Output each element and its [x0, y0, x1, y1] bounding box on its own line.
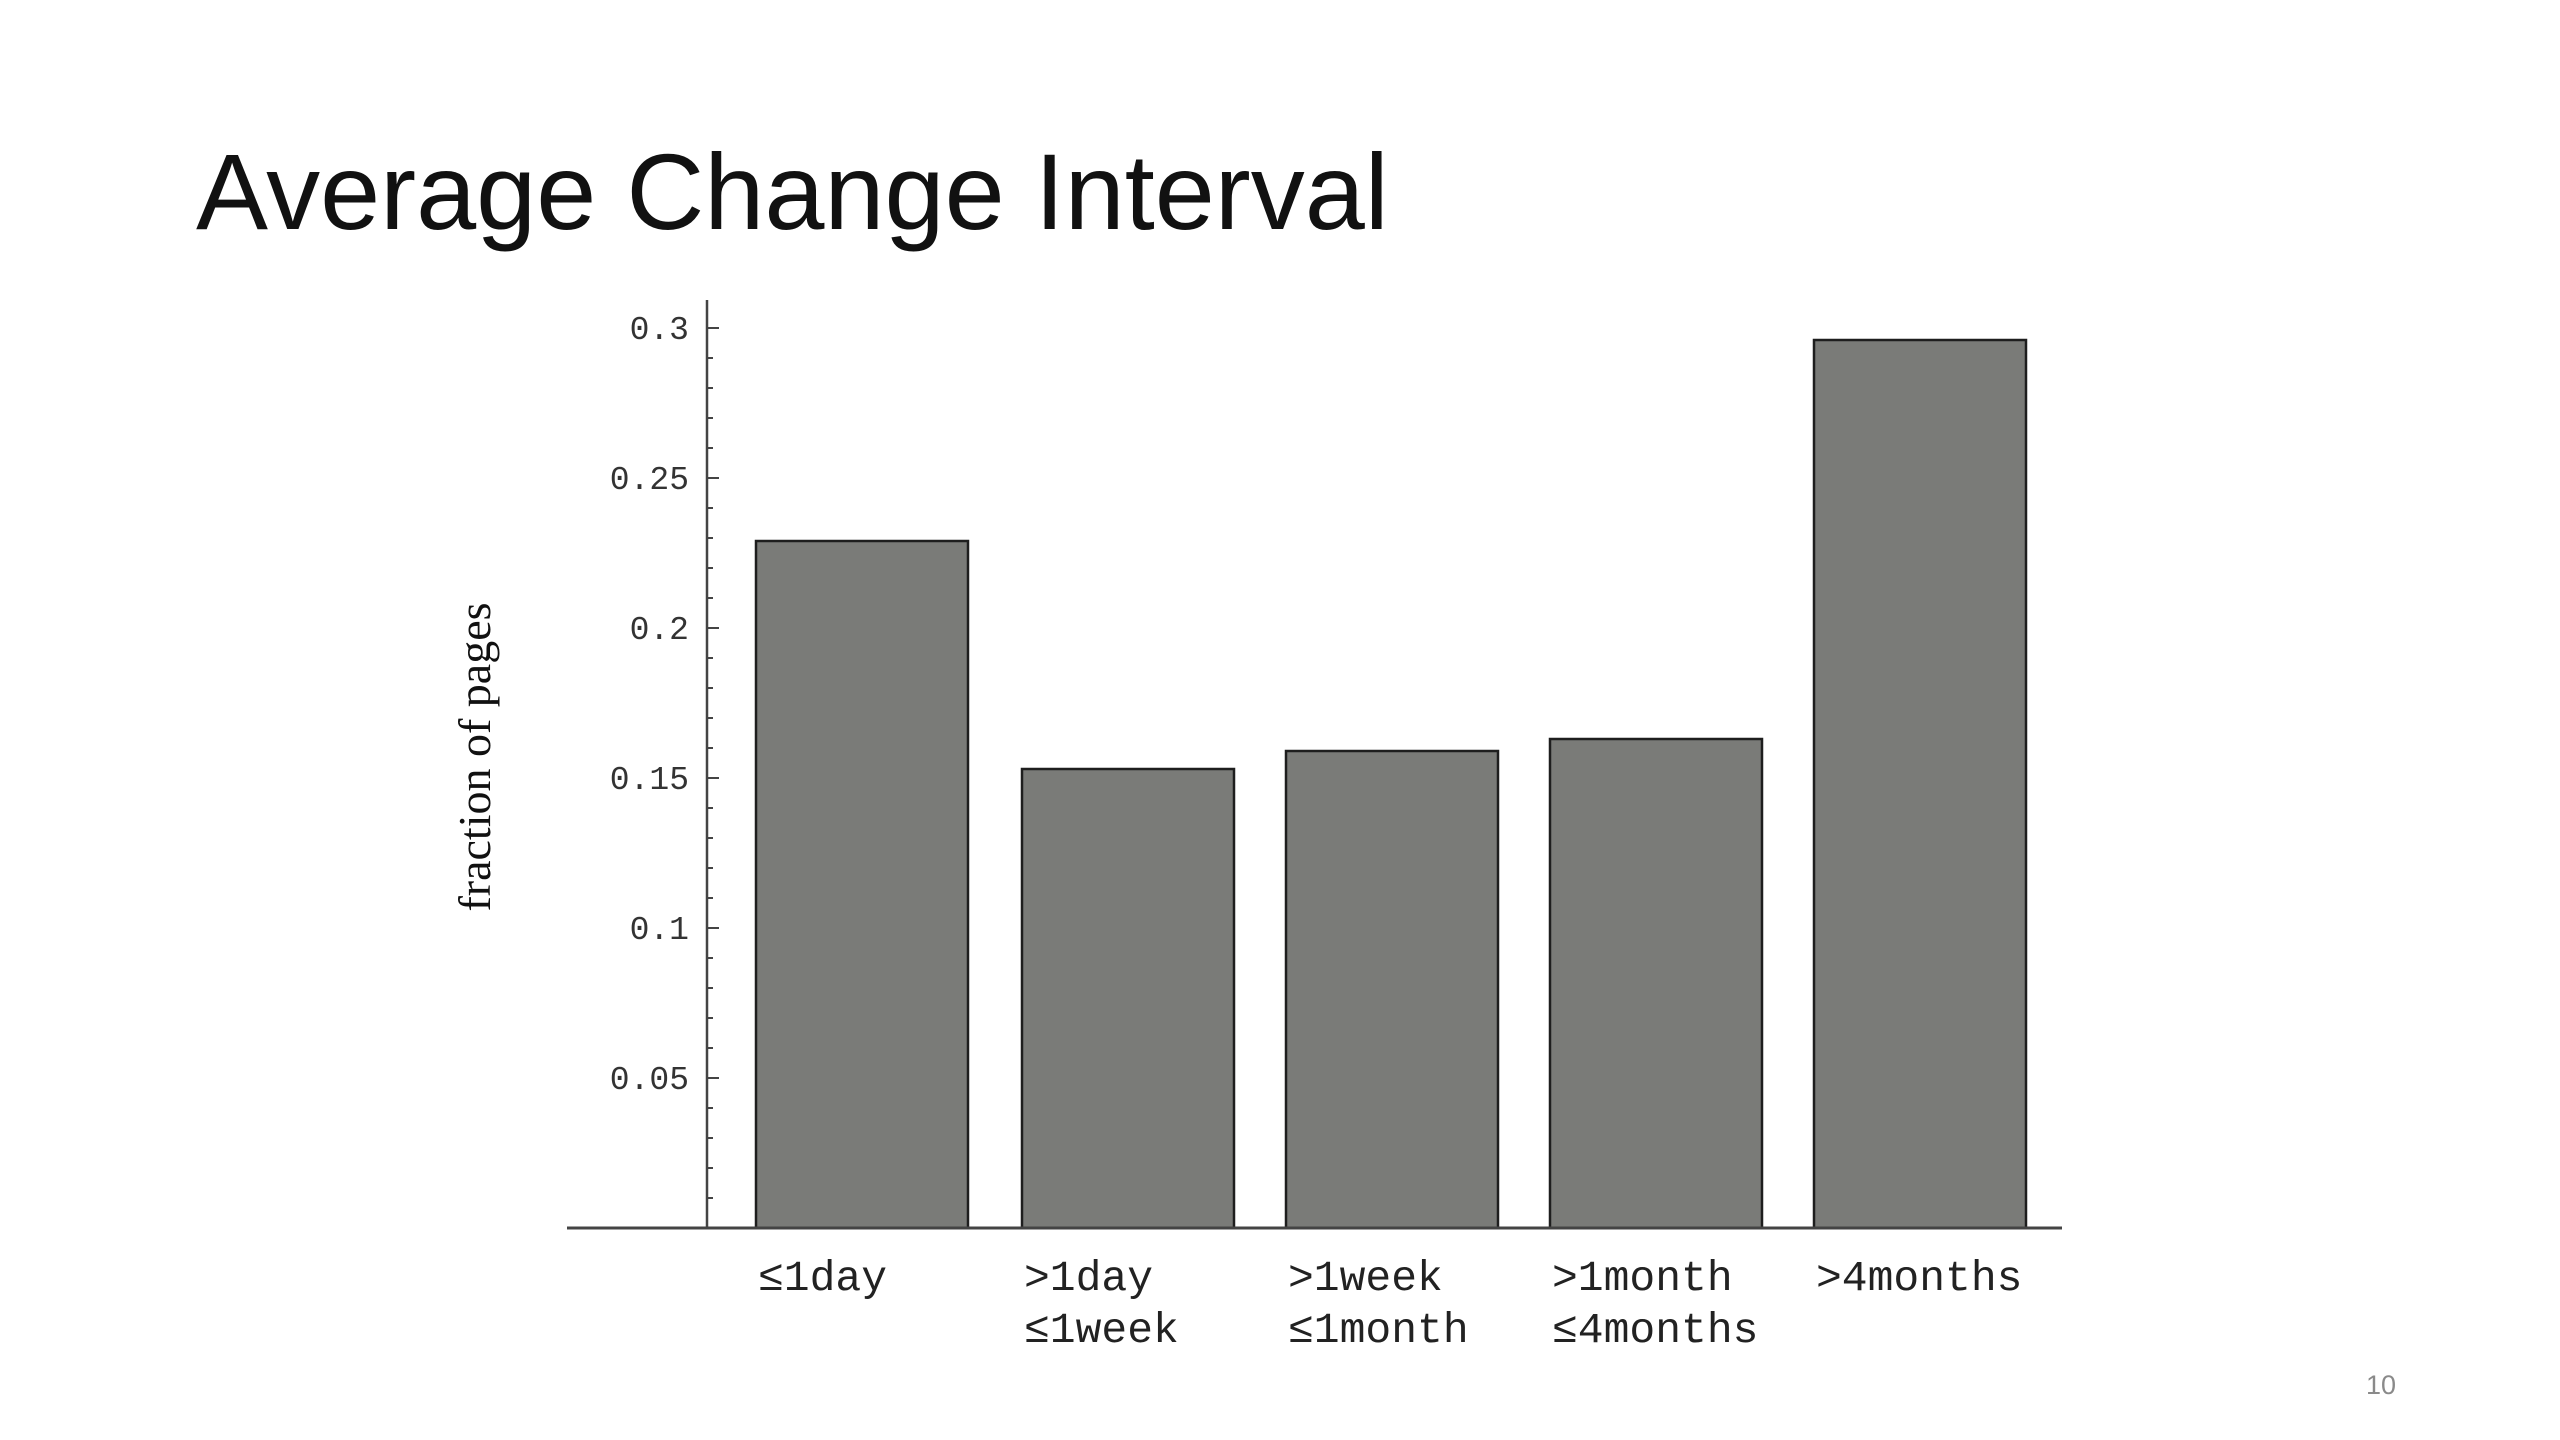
x-tick-label: >1week	[1288, 1254, 1443, 1303]
y-tick-label: 0.25	[610, 462, 689, 499]
y-tick-label: 0.05	[610, 1062, 689, 1099]
bar	[1548, 737, 1764, 1230]
y-tick-label: 0.3	[630, 312, 689, 349]
bar	[1284, 749, 1500, 1230]
slide-title: Average Change Interval	[196, 131, 1389, 252]
y-tick-label: 0.1	[630, 912, 689, 949]
bar	[754, 539, 970, 1230]
y-axis-label: fraction of pages	[449, 602, 500, 911]
bar	[1812, 338, 2028, 1230]
x-tick-label: ≤1day	[758, 1254, 887, 1303]
x-tick-label: ≤1week	[1024, 1306, 1179, 1355]
slide-number: 10	[2365, 1370, 2396, 1400]
bar	[1020, 767, 1236, 1230]
x-tick-label: >1month	[1552, 1254, 1733, 1303]
chart-plot-area: 0.05 0.1 0.15 0.2 0.25 0.3 ≤1day >1day≤1week >1w…	[567, 300, 2062, 1355]
x-tick-label: ≤4months	[1552, 1306, 1758, 1355]
x-tick-label: >1day	[1024, 1254, 1153, 1303]
x-tick-label: ≤1month	[1288, 1306, 1469, 1355]
x-tick-label: >4months	[1816, 1254, 2022, 1303]
y-tick-label: 0.15	[610, 762, 689, 799]
y-tick-label: 0.2	[630, 612, 689, 649]
